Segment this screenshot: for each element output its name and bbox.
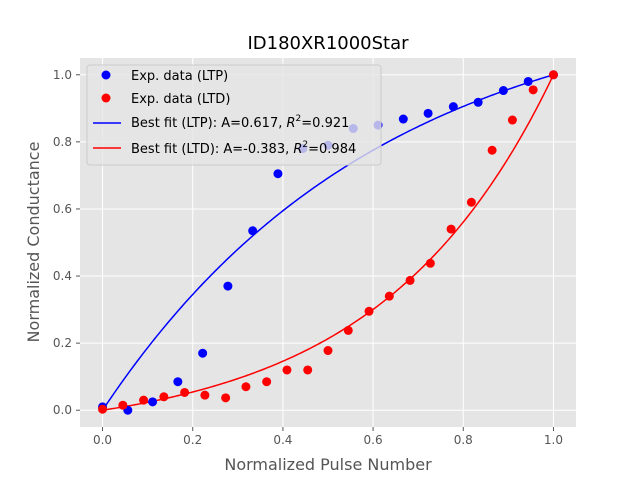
legend: Exp. data (LTP) Exp. data (LTD) Best fit… — [86, 64, 382, 166]
x-tick-label: 0.4 — [273, 433, 292, 447]
ltd-data-point — [180, 387, 190, 397]
ltd-data-point — [507, 115, 517, 125]
ltd-data-point — [487, 145, 497, 155]
ltp-data-point — [448, 102, 458, 112]
ltd-data-point — [221, 393, 231, 403]
fit-curve-ltd — [102, 74, 555, 411]
legend-ltd-fit-prefix: Best fit (LTD): A=-0.383, — [131, 142, 293, 157]
legend-ltp-fit-prefix: Best fit (LTP): A=0.617, — [131, 116, 287, 131]
ltp-data-point — [398, 114, 408, 124]
y-tick-label: 0.8 — [53, 135, 72, 149]
x-tick-label: 0.8 — [454, 433, 473, 447]
legend-ltd-fit-r-symbol: R — [293, 142, 302, 157]
y-axis-ticks: 0.0 0.2 0.4 0.6 0.8 1.0 — [53, 68, 80, 417]
ltp-data-point — [148, 397, 158, 407]
legend-label-ltp-fit: Best fit (LTP): A=0.617, R2=0.921 — [131, 114, 349, 131]
x-axis-ticks: 0.0 0.2 0.4 0.6 0.8 1.0 — [93, 427, 563, 447]
legend-marker-ltd-data — [101, 93, 111, 103]
ltd-data-point — [466, 197, 476, 207]
ltd-data-point — [364, 306, 374, 316]
x-tick-label: 0.0 — [93, 433, 112, 447]
ltp-data-point — [523, 76, 533, 86]
ltd-data-point — [118, 400, 128, 410]
ltd-data-point — [528, 85, 538, 95]
x-axis-label: Normalized Pulse Number — [224, 455, 432, 474]
ltd-data-point — [548, 70, 558, 80]
legend-ltd-fit-r-exponent: 2 — [302, 140, 308, 150]
ltp-data-point — [223, 281, 233, 291]
x-tick-label: 0.2 — [183, 433, 202, 447]
ltd-data-point — [159, 392, 169, 402]
y-tick-label: 1.0 — [53, 68, 72, 82]
ltd-data-point — [200, 390, 210, 400]
x-tick-label: 1.0 — [544, 433, 563, 447]
ltd-data-point — [98, 404, 108, 414]
ltd-data-point — [425, 258, 435, 268]
ltp-data-point — [248, 226, 258, 236]
legend-box — [86, 64, 382, 166]
legend-label-ltp-data: Exp. data (LTP) — [131, 69, 228, 84]
ltd-data-point — [384, 291, 394, 301]
ltd-data-point — [139, 395, 149, 405]
legend-ltp-fit-r2: =0.921 — [301, 116, 349, 131]
ltp-data-point — [423, 108, 433, 118]
x-tick-label: 0.6 — [364, 433, 383, 447]
y-axis-label: Normalized Conductance — [24, 142, 43, 343]
legend-label-ltd-fit: Best fit (LTD): A=-0.383, R2=0.984 — [131, 140, 356, 157]
ltp-data-point — [173, 377, 183, 387]
legend-ltp-fit-r-symbol: R — [287, 116, 296, 131]
y-tick-label: 0.6 — [53, 202, 72, 216]
ltp-data-point — [498, 86, 508, 96]
ltd-data-point — [282, 365, 292, 375]
y-tick-label: 0.0 — [53, 403, 72, 417]
ltp-data-point — [473, 97, 483, 107]
chart-title: ID180XR1000Star — [247, 33, 409, 54]
legend-label-ltd-data: Exp. data (LTD) — [131, 92, 230, 107]
ltp-data-point — [273, 169, 283, 179]
ltd-data-point — [241, 382, 251, 392]
ltd-data-point — [262, 377, 272, 387]
legend-ltd-fit-r2: =0.984 — [308, 142, 356, 157]
ltd-data-point — [405, 275, 415, 285]
legend-marker-ltp-data — [101, 70, 111, 80]
ltp-data-point — [198, 348, 208, 358]
legend-ltp-fit-r-exponent: 2 — [296, 114, 302, 124]
y-tick-label: 0.2 — [53, 336, 72, 350]
ltd-data-point — [323, 346, 333, 356]
ltd-data-point — [446, 224, 456, 234]
y-tick-label: 0.4 — [53, 269, 72, 283]
ltd-data-point — [343, 325, 353, 335]
ltd-data-point — [303, 365, 313, 375]
